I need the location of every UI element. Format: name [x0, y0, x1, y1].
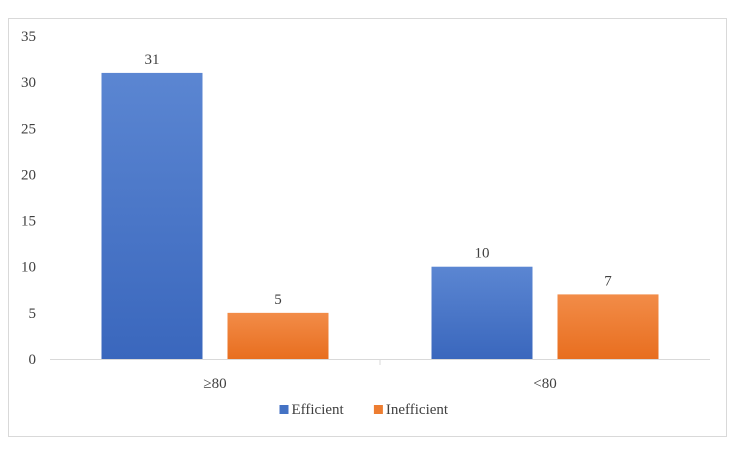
bar-efficient-0 — [101, 72, 203, 360]
bar-inefficient-1 — [557, 294, 659, 359]
data-label: 10 — [475, 246, 490, 262]
legend-label-inefficient: Inefficient — [386, 402, 449, 418]
x-tick-label: ≥80 — [203, 376, 226, 392]
y-tick-label: 25 — [21, 121, 36, 137]
legend-label-efficient: Efficient — [292, 402, 345, 418]
y-tick-label: 5 — [29, 306, 37, 322]
x-tick-label: <80 — [533, 376, 556, 392]
bar-efficient-1 — [431, 266, 533, 359]
bar-inefficient-0 — [227, 312, 329, 359]
y-tick-label: 35 — [21, 29, 36, 45]
data-label: 31 — [145, 52, 160, 68]
bars — [101, 72, 659, 360]
legend-swatch-inefficient — [373, 405, 383, 414]
y-tick-label: 30 — [21, 75, 36, 91]
legend: Efficient Inefficient — [279, 402, 449, 418]
legend-swatch-efficient — [279, 405, 289, 414]
y-tick-label: 15 — [21, 214, 36, 230]
data-label: 7 — [604, 273, 612, 289]
y-axis: 0 5 10 15 20 25 30 35 — [21, 29, 36, 368]
y-tick-label: 10 — [21, 260, 36, 276]
x-axis: ≥80 <80 — [50, 359, 710, 392]
y-tick-label: 20 — [21, 167, 36, 183]
data-labels: 31 5 10 7 — [145, 52, 613, 308]
data-label: 5 — [274, 292, 282, 308]
y-tick-label: 0 — [29, 352, 37, 368]
